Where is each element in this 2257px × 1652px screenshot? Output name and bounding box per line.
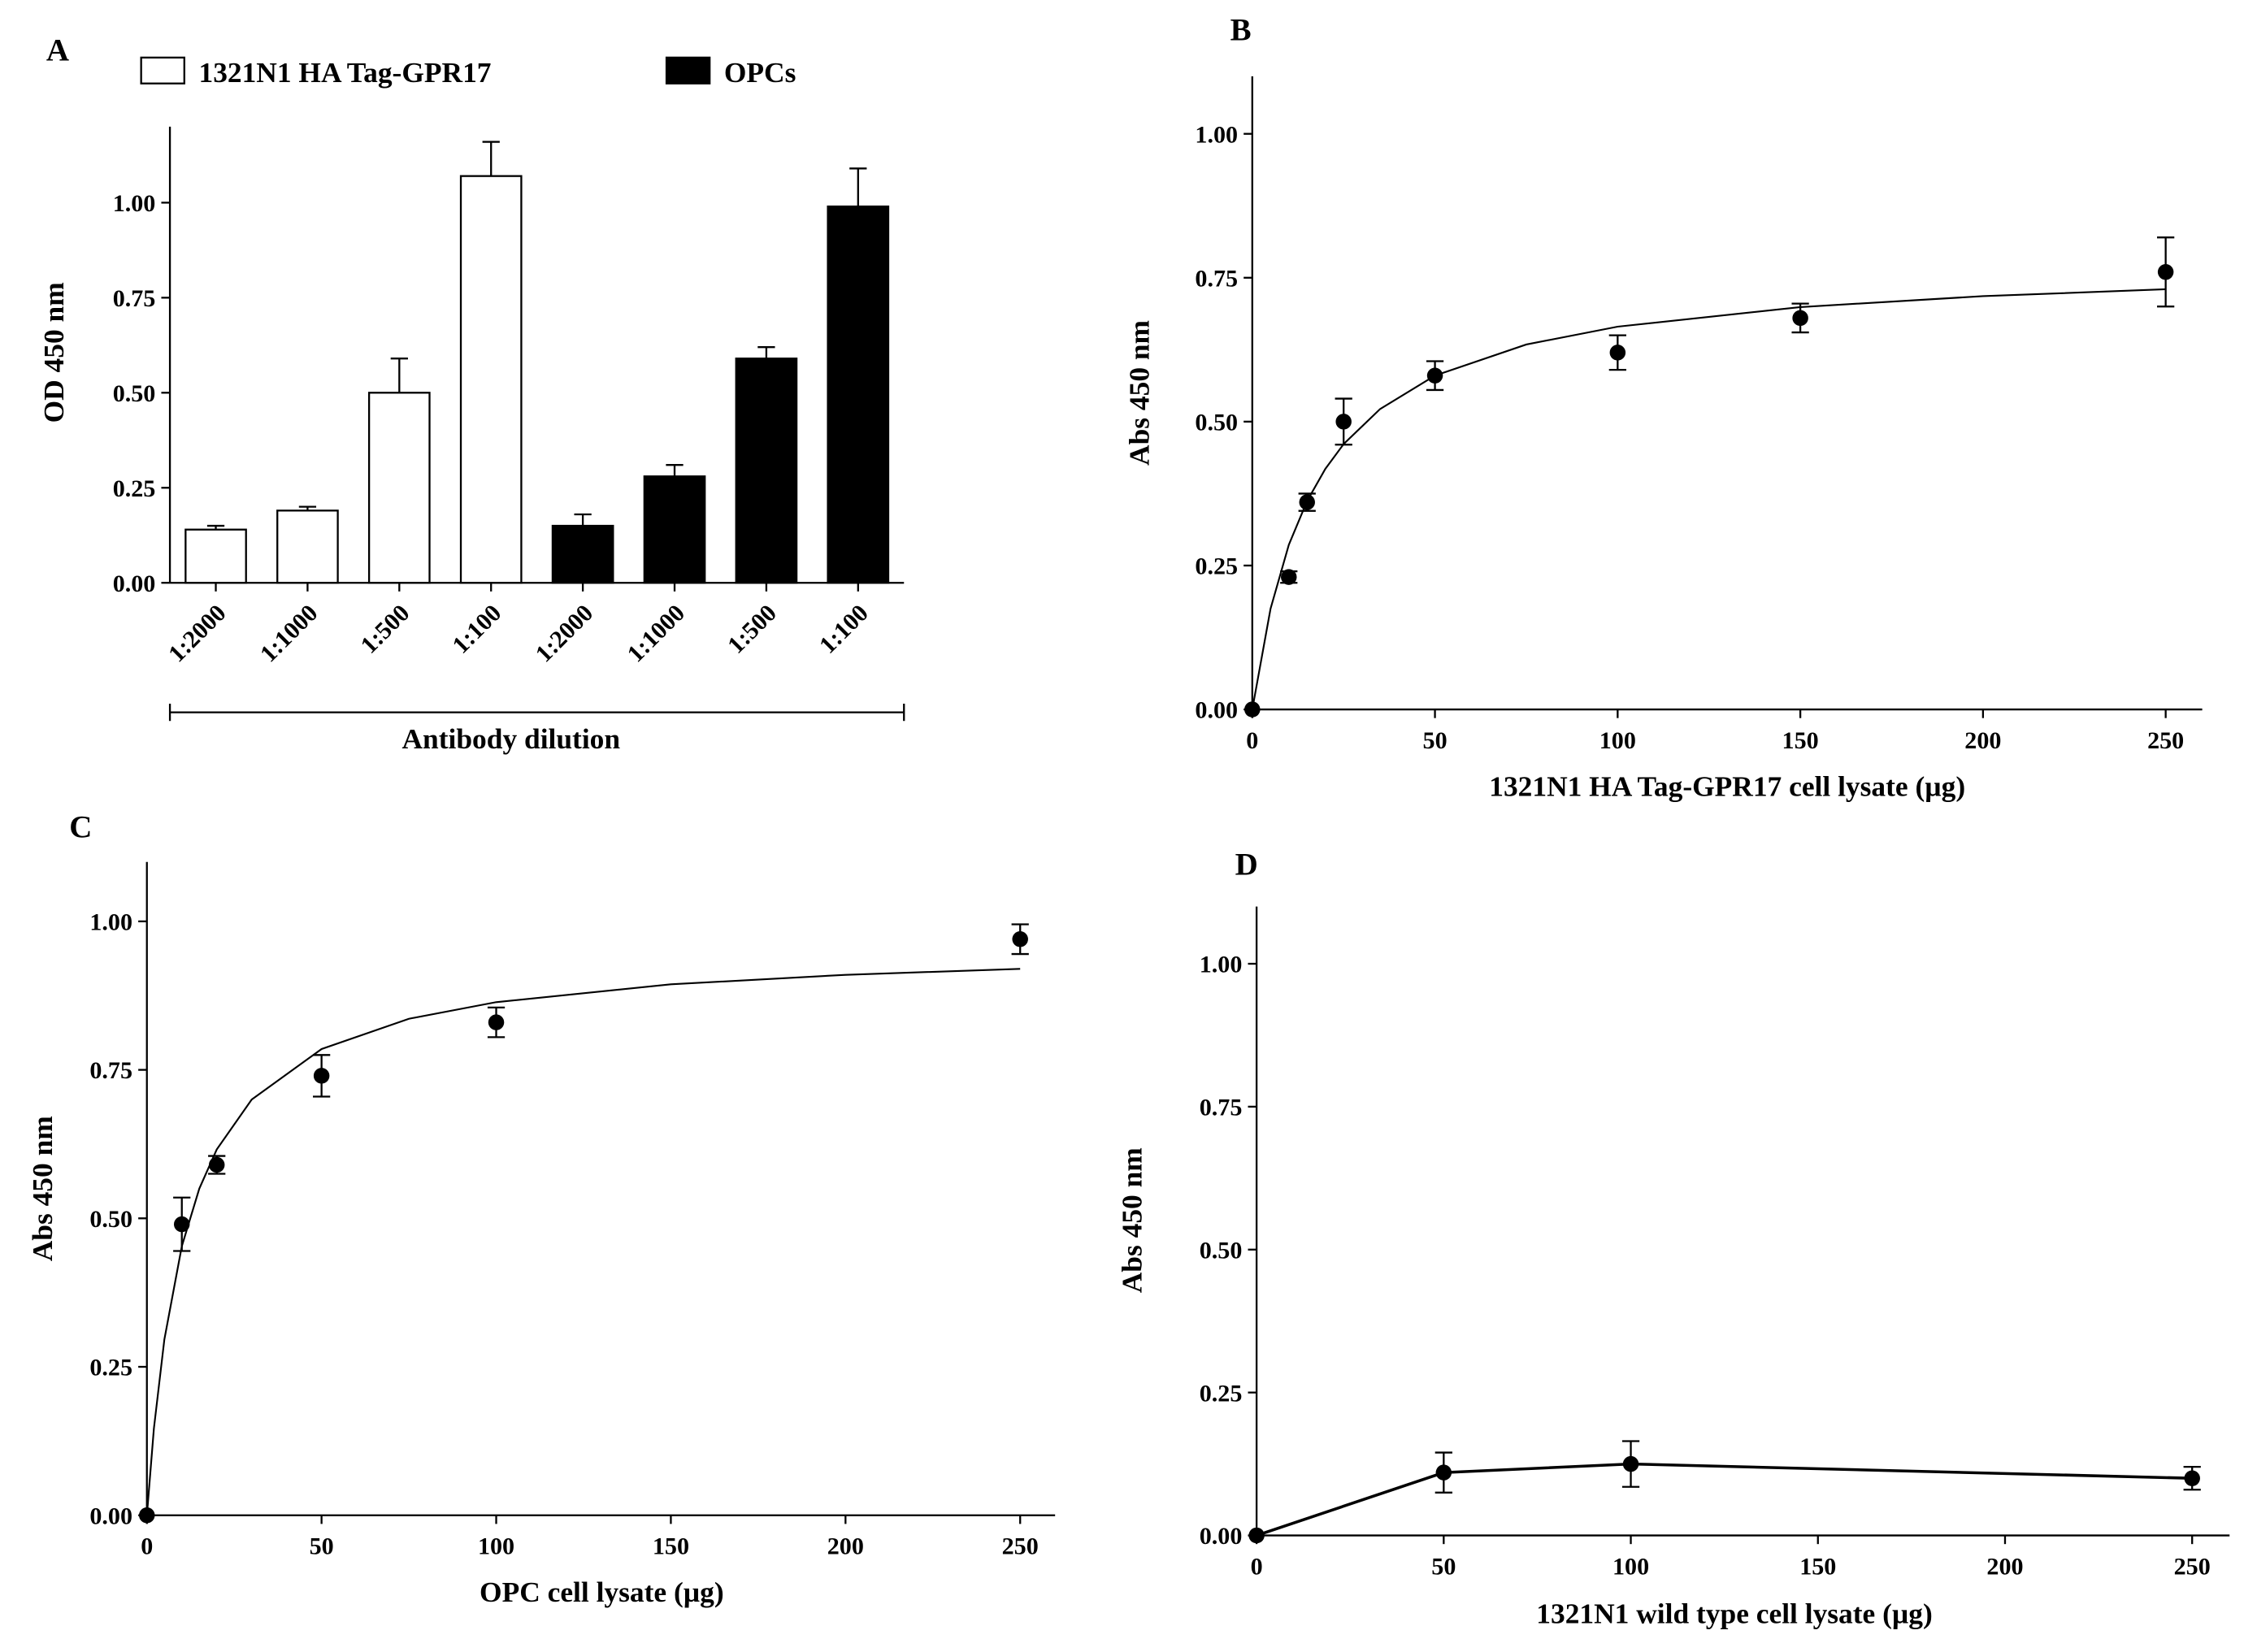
data-point — [1426, 367, 1443, 384]
y-tick-label: 0.75 — [1200, 1094, 1243, 1121]
panel-label: C — [69, 810, 92, 845]
fit-curve — [145, 968, 1021, 1515]
x-tick-label: 1:100 — [814, 599, 874, 659]
data-line — [1256, 1462, 2193, 1537]
y-tick-label: 0.50 — [113, 379, 156, 407]
data-point — [488, 1014, 505, 1030]
y-tick-label: 1.00 — [1195, 120, 1238, 148]
y-axis-label: OD 450 nm — [37, 282, 70, 423]
y-tick-label: 0.00 — [89, 1502, 132, 1529]
x-tick-label: 200 — [1964, 726, 2001, 754]
y-tick-label: 0.75 — [89, 1056, 132, 1084]
data-point — [139, 1507, 155, 1524]
data-point — [1244, 701, 1261, 718]
data-point — [1248, 1527, 1265, 1544]
data-point — [1622, 1455, 1639, 1472]
data-point — [1435, 1464, 1452, 1481]
bar — [276, 509, 339, 584]
y-axis-label: Abs 450 nm — [1115, 1147, 1148, 1293]
x-tick-label: 200 — [1986, 1552, 2023, 1580]
x-tick-label: 250 — [2174, 1552, 2211, 1580]
x-tick-label: 50 — [1423, 726, 1448, 754]
data-point — [1792, 310, 1808, 327]
fit-curve — [1251, 288, 2166, 710]
y-tick-label: 0.75 — [113, 284, 156, 312]
data-point — [313, 1068, 330, 1084]
x-axis-label: Antibody dilution — [401, 722, 620, 755]
x-tick-label: 150 — [653, 1533, 689, 1560]
x-tick-label: 250 — [2147, 726, 2184, 754]
x-tick-label: 150 — [1782, 726, 1819, 754]
y-axis-label: Abs 450 nm — [26, 1116, 59, 1261]
x-tick-label: 250 — [1002, 1533, 1039, 1560]
x-tick-label: 50 — [310, 1533, 334, 1560]
y-tick-label: 0.00 — [113, 570, 156, 597]
x-axis-label: OPC cell lysate (µg) — [480, 1576, 724, 1608]
legend-label: 1321N1 HA Tag-GPR17 — [198, 56, 491, 89]
x-tick-label: 1:2000 — [530, 599, 598, 667]
bar — [735, 358, 798, 584]
y-tick-label: 0.25 — [113, 475, 156, 502]
bar — [367, 392, 431, 584]
x-tick-label: 0 — [1251, 1552, 1263, 1580]
bar — [827, 205, 890, 584]
y-tick-label: 0.25 — [89, 1354, 132, 1381]
data-point — [173, 1216, 190, 1233]
panel-label: B — [1230, 13, 1252, 48]
bar — [643, 475, 706, 584]
y-tick-label: 1.00 — [89, 908, 132, 935]
bar — [459, 175, 523, 584]
x-tick-label: 1:500 — [355, 599, 415, 659]
x-tick-label: 100 — [1599, 726, 1636, 754]
x-tick-label: 1:1000 — [254, 599, 323, 667]
data-point — [208, 1156, 225, 1173]
panel-label: D — [1235, 848, 1258, 882]
y-tick-label: 0.00 — [1195, 696, 1238, 724]
legend-label: OPCs — [724, 56, 796, 89]
y-tick-label: 1.00 — [1200, 951, 1243, 978]
y-tick-label: 0.50 — [1195, 409, 1238, 436]
data-point — [1299, 494, 1315, 510]
data-point — [1012, 931, 1028, 947]
bar — [551, 524, 614, 584]
x-tick-label: 150 — [1799, 1552, 1836, 1580]
x-axis-label: 1321N1 HA Tag-GPR17 cell lysate (µg) — [1489, 770, 1965, 802]
x-tick-label: 1:2000 — [163, 599, 231, 667]
data-point — [1335, 414, 1352, 430]
y-tick-label: 0.25 — [1195, 553, 1238, 580]
y-tick-label: 0.25 — [1200, 1379, 1243, 1407]
x-tick-label: 200 — [827, 1533, 864, 1560]
panel-label: A — [46, 33, 69, 67]
data-point — [2157, 263, 2174, 280]
x-tick-label: 1:1000 — [622, 599, 690, 667]
data-point — [1609, 345, 1626, 361]
y-axis-label: Abs 450 nm — [1122, 320, 1155, 466]
legend-swatch — [140, 56, 185, 85]
x-tick-label: 1:100 — [447, 599, 507, 659]
x-tick-label: 100 — [478, 1533, 514, 1560]
y-tick-label: 0.75 — [1195, 264, 1238, 292]
y-tick-label: 0.50 — [1200, 1236, 1243, 1264]
x-tick-label: 0 — [141, 1533, 153, 1560]
y-tick-label: 0.00 — [1200, 1522, 1243, 1550]
bar — [184, 528, 247, 584]
data-point — [2184, 1470, 2200, 1486]
x-axis-label: 1321N1 wild type cell lysate (µg) — [1536, 1598, 1933, 1630]
y-tick-label: 1.00 — [113, 189, 156, 217]
legend-swatch — [665, 56, 711, 85]
x-tick-label: 50 — [1431, 1552, 1456, 1580]
y-tick-label: 0.50 — [89, 1205, 132, 1233]
x-tick-label: 100 — [1612, 1552, 1649, 1580]
x-tick-label: 0 — [1246, 726, 1258, 754]
x-tick-label: 1:500 — [722, 599, 782, 659]
data-point — [1281, 569, 1297, 585]
